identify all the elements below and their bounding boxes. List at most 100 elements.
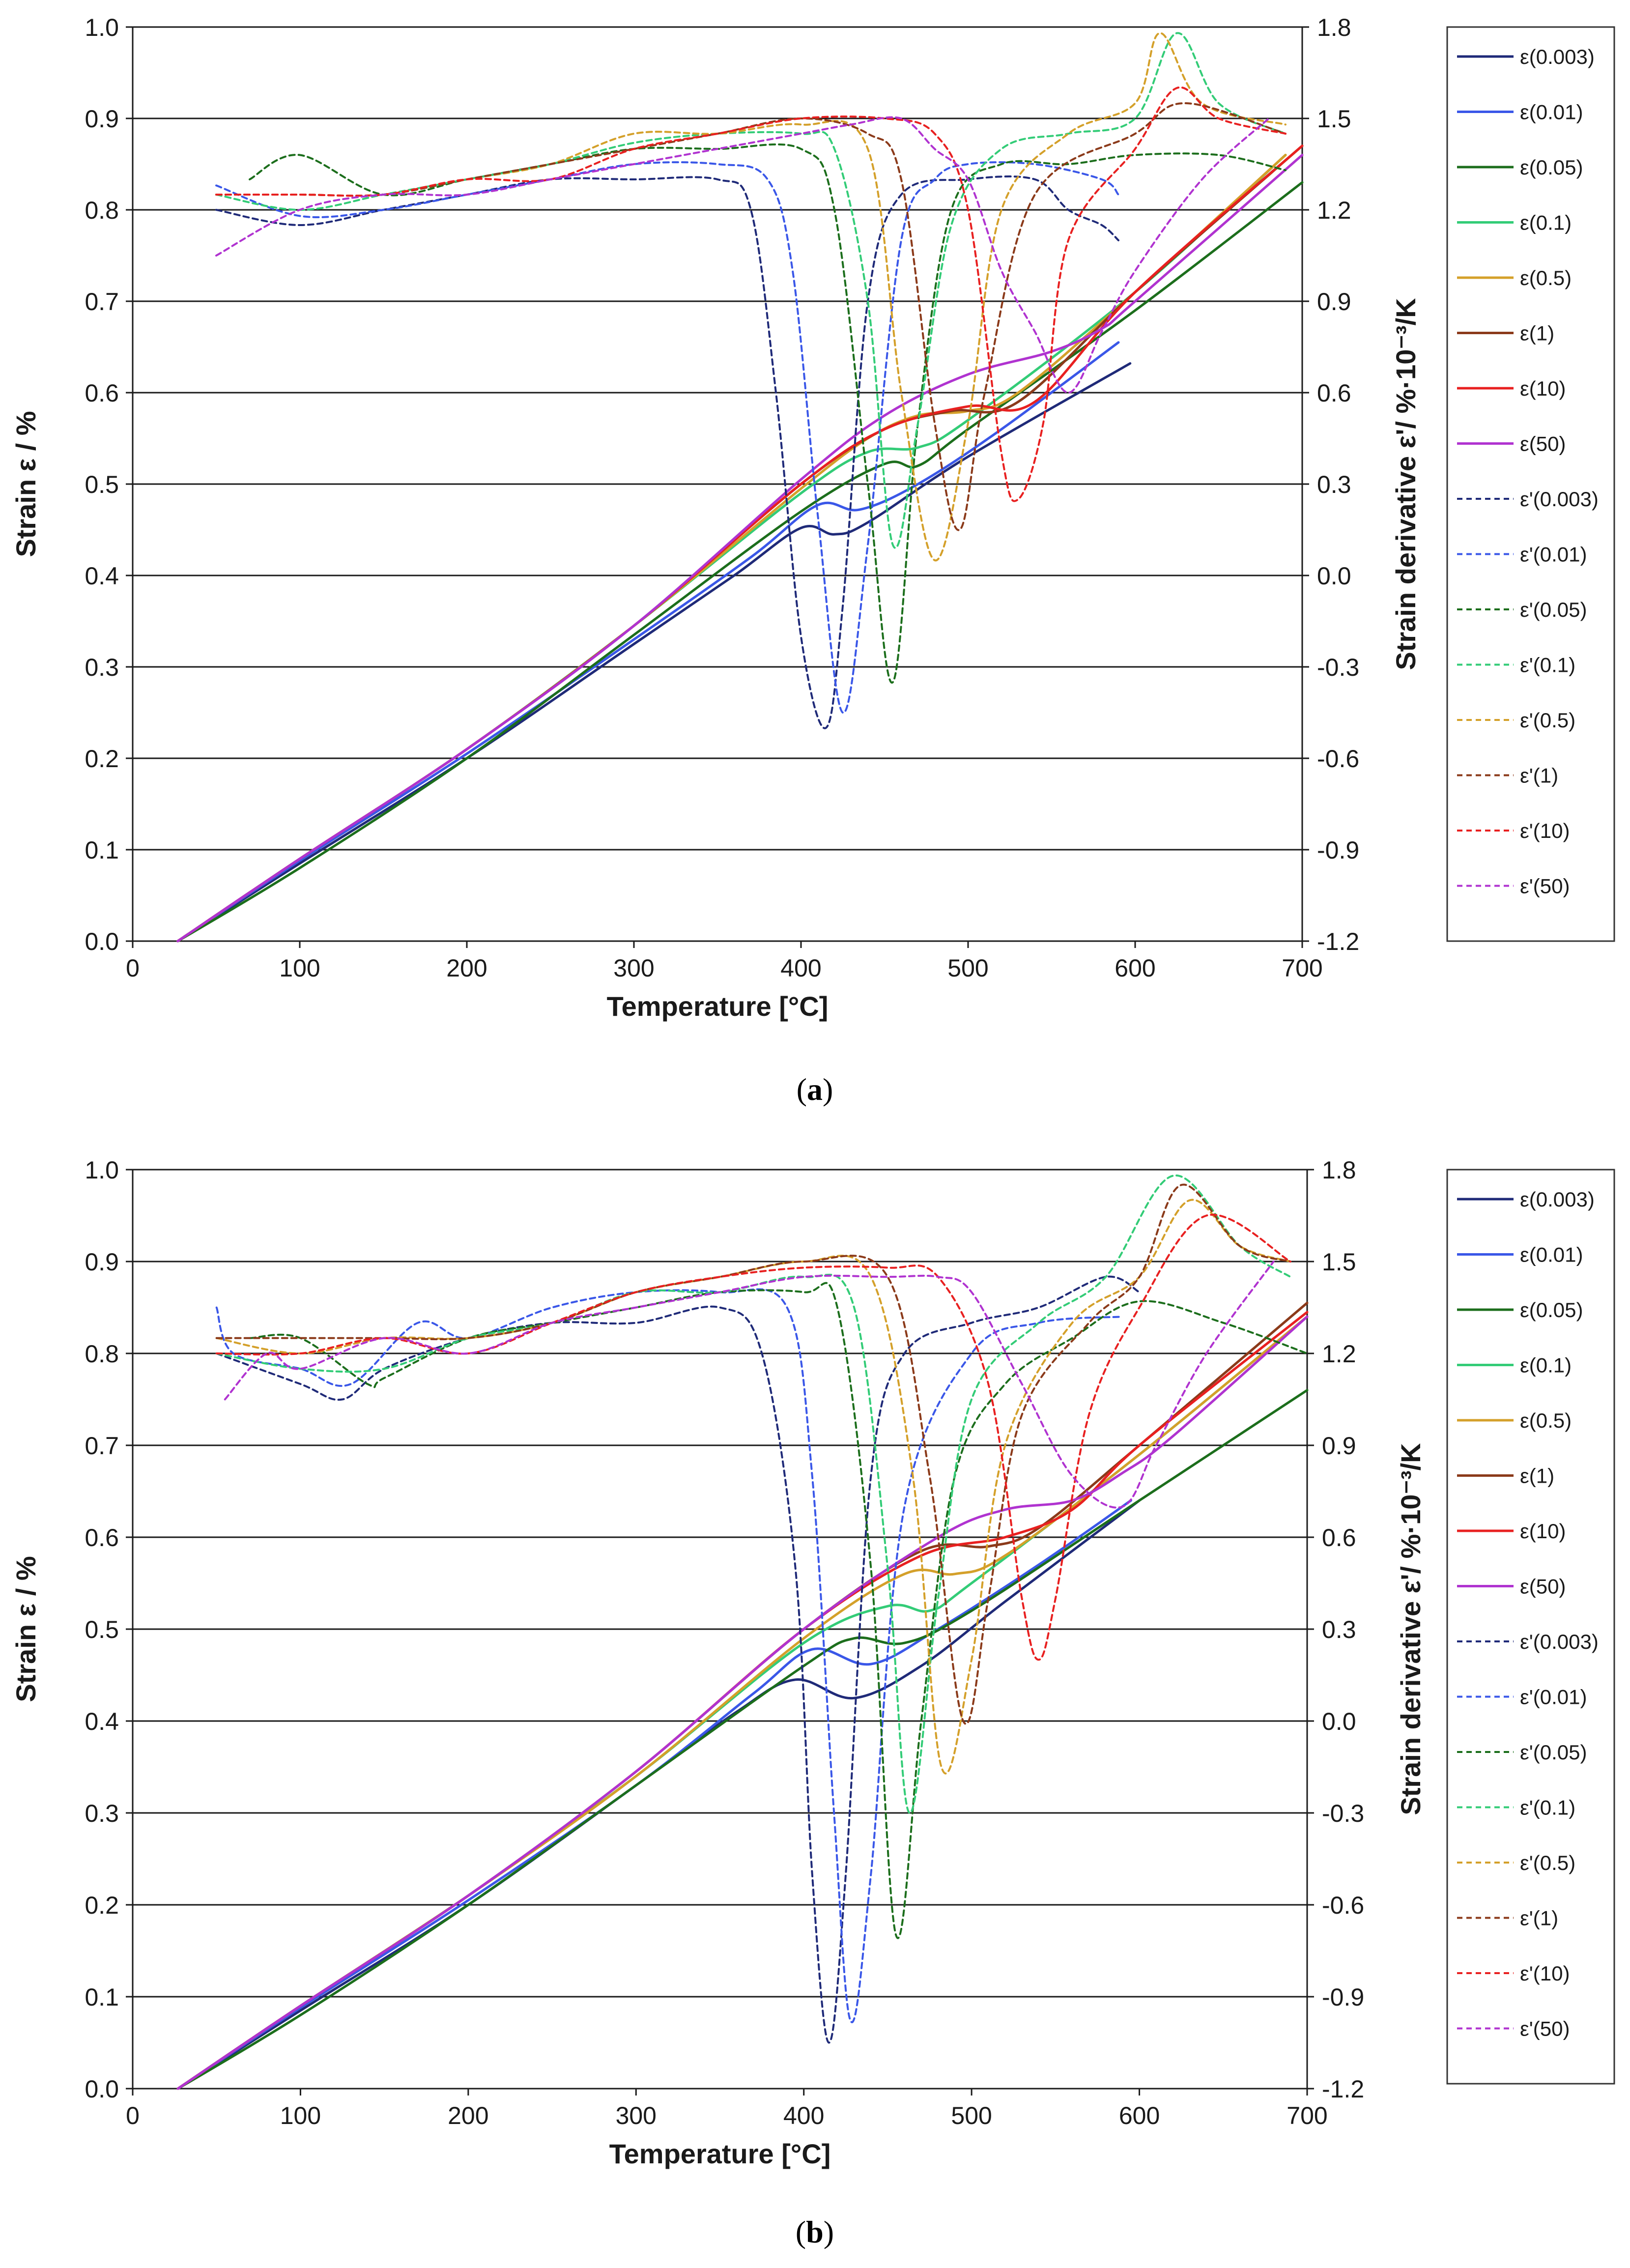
legend-label-a-6: ε(10) — [1520, 377, 1566, 400]
series-line-a-3 — [176, 153, 1287, 943]
series-line-b-6 — [176, 1311, 1309, 2090]
caption-b-label: b — [806, 2214, 824, 2249]
y2-tick-label-a: 1.8 — [1317, 14, 1351, 41]
legend-label-b-12: ε'(0.5) — [1520, 1851, 1575, 1874]
y-tick-label-b: 0.5 — [85, 1616, 119, 1643]
x-tick-label-a: 300 — [613, 954, 654, 982]
legend-label-a-13: ε'(1) — [1520, 764, 1558, 787]
legend-label-a-15: ε'(50) — [1520, 875, 1570, 898]
y-axis-title-b: Strain ε / % — [10, 1556, 41, 1702]
legend-label-a-1: ε(0.01) — [1520, 101, 1583, 124]
series-line-b-2 — [176, 1389, 1309, 2090]
y2-tick-label-b: 1.8 — [1322, 1156, 1356, 1184]
y-tick-label-a: 0.1 — [85, 836, 119, 864]
y-tick-label-b: 0.6 — [85, 1524, 119, 1551]
chart-panel-a: 0.0 0.1 0.2 0.3 0.4 0.5 0.6 0.7 0.8 0.9 1.0 -1.2 -0.… — [10, 14, 1615, 1022]
series-line-a-0 — [176, 362, 1132, 943]
series-line-a-1 — [176, 341, 1120, 943]
legend-label-a-9: ε'(0.01) — [1520, 543, 1587, 566]
y-tick-label-b: 0.7 — [85, 1432, 119, 1460]
y2-tick-label-a: -0.9 — [1317, 836, 1359, 864]
series-line-a-15 — [215, 116, 1270, 394]
series-line-a-9 — [215, 161, 1119, 714]
series-line-b-5 — [176, 1301, 1309, 2090]
legend-box-a — [1446, 26, 1615, 942]
y2-tick-label-a: 1.2 — [1317, 197, 1351, 224]
legend-label-a-0: ε(0.003) — [1520, 45, 1595, 68]
y-tick-label-b: 0.3 — [85, 1800, 119, 1827]
y2-tick-label-a: -1.2 — [1317, 928, 1359, 955]
y-tick-label-a: 0.3 — [85, 654, 119, 681]
legend-label-a-3: ε(0.1) — [1520, 211, 1572, 234]
caption-b: (b) — [795, 2214, 834, 2249]
x-tick-label-b: 0 — [126, 2102, 140, 2129]
y2-tick-label-b: -0.3 — [1322, 1800, 1364, 1827]
legend-label-b-1: ε(0.01) — [1520, 1243, 1583, 1266]
legend-label-b-7: ε(50) — [1520, 1575, 1566, 1598]
x-tick-label-b: 700 — [1287, 2102, 1327, 2129]
series-line-a-7 — [176, 153, 1304, 943]
legend-label-b-2: ε(0.05) — [1520, 1298, 1583, 1321]
legend-label-a-14: ε'(10) — [1520, 819, 1570, 842]
legend-label-a-5: ε(1) — [1520, 322, 1554, 345]
y-tick-label-b: 0.1 — [85, 1983, 119, 2011]
series-line-b-10 — [249, 1282, 1308, 1939]
series-line-a-8 — [215, 175, 1119, 729]
series-line-a-12 — [215, 32, 1287, 562]
legend-label-b-6: ε(10) — [1520, 1520, 1566, 1543]
x-tick-label-a: 700 — [1282, 954, 1322, 982]
legend-a: ε(0.003) ε(0.01) ε(0.05) ε(0.1) ε(0.5) ε(1) ε(… — [1446, 26, 1615, 942]
y2-tick-label-a: 1.5 — [1317, 105, 1351, 133]
y-tick-label-a: 0.4 — [85, 562, 119, 590]
legend-label-b-13: ε'(1) — [1520, 1907, 1558, 1930]
y-tick-label-a: 0.2 — [85, 745, 119, 773]
x-tick-label-b: 400 — [783, 2102, 824, 2129]
y-tick-label-a: 0.7 — [85, 288, 119, 316]
x-tick-label-a: 0 — [126, 954, 140, 982]
legend-b: ε(0.003) ε(0.01) ε(0.05) ε(0.1) ε(0.5) ε(1) ε(… — [1446, 1169, 1615, 2085]
series-line-b-7 — [176, 1315, 1309, 2090]
y2-tick-label-a: -0.3 — [1317, 654, 1359, 681]
series-line-b-8 — [215, 1275, 1141, 2044]
y-tick-label-a: 0.6 — [85, 379, 119, 407]
y-tick-label-b: 0.0 — [85, 2075, 119, 2103]
y2-tick-label-b: 0.6 — [1322, 1524, 1356, 1551]
legend-label-b-14: ε'(10) — [1520, 1962, 1570, 1985]
legend-label-a-2: ε(0.05) — [1520, 156, 1583, 179]
series-line-b-1 — [176, 1499, 1132, 2090]
x-tick-label-b: 500 — [951, 2102, 992, 2129]
legend-box-b — [1446, 1169, 1615, 2085]
y2-tick-label-b: -1.2 — [1322, 2075, 1364, 2103]
series-line-a-6 — [176, 144, 1304, 943]
legend-label-a-10: ε'(0.05) — [1520, 598, 1587, 621]
series-line-b-9 — [215, 1288, 1124, 2023]
y2-tick-label-b: -0.9 — [1322, 1983, 1364, 2011]
legend-label-b-0: ε(0.003) — [1520, 1188, 1595, 1211]
y2-tick-label-b: 0.9 — [1322, 1432, 1356, 1460]
y-tick-label-a: 0.9 — [85, 105, 119, 133]
legend-label-b-8: ε'(0.003) — [1520, 1630, 1599, 1653]
y2-tick-label-a: 0.3 — [1317, 471, 1351, 498]
legend-label-b-3: ε(0.1) — [1520, 1354, 1572, 1377]
y-tick-label-b: 0.4 — [85, 1708, 119, 1735]
legend-label-b-11: ε'(0.1) — [1520, 1796, 1575, 1819]
y2-tick-label-b: 0.0 — [1322, 1708, 1356, 1735]
legend-label-b-4: ε(0.5) — [1520, 1409, 1572, 1432]
series-line-b-11 — [215, 1175, 1291, 1814]
x-tick-label-a: 400 — [780, 954, 821, 982]
y-tick-label-b: 0.2 — [85, 1892, 119, 1919]
y2-tick-label-a: 0.0 — [1317, 562, 1351, 590]
y2-tick-label-a: -0.6 — [1317, 745, 1359, 773]
y2-tick-label-a: 0.9 — [1317, 288, 1351, 316]
y2-axis-title-a: Strain derivative ε'/ %·10⁻³/K — [1390, 298, 1421, 670]
y-axis-title-a: Strain ε / % — [10, 411, 41, 557]
x-tick-label-b: 100 — [280, 2102, 321, 2129]
x-tick-label-a: 100 — [279, 954, 320, 982]
caption-a: (a) — [796, 1072, 833, 1107]
caption-a-label: a — [807, 1072, 823, 1107]
y-tick-label-a: 1.0 — [85, 14, 119, 41]
legend-label-a-12: ε'(0.5) — [1520, 709, 1575, 732]
x-tick-label-b: 600 — [1119, 2102, 1160, 2129]
legend-label-b-15: ε'(50) — [1520, 2017, 1570, 2040]
